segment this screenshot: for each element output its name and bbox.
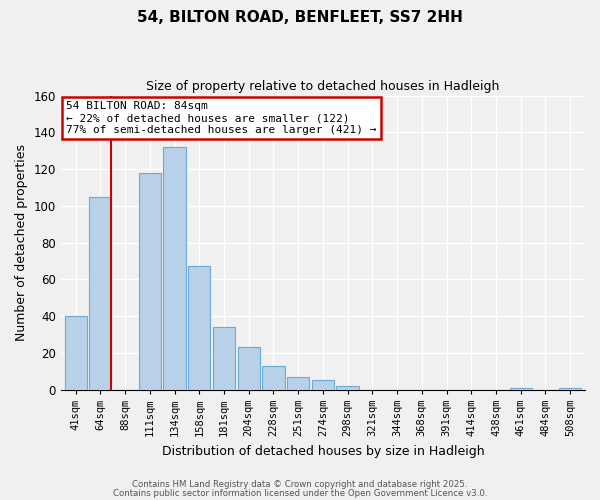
Bar [262, 366, 284, 390]
Text: 54, BILTON ROAD, BENFLEET, SS7 2HH: 54, BILTON ROAD, BENFLEET, SS7 2HH [137, 10, 463, 25]
Bar [337, 386, 359, 390]
Bar [65, 316, 87, 390]
Title: Size of property relative to detached houses in Hadleigh: Size of property relative to detached ho… [146, 80, 500, 93]
Bar [238, 348, 260, 390]
Bar [188, 266, 211, 390]
Text: Contains public sector information licensed under the Open Government Licence v3: Contains public sector information licen… [113, 488, 487, 498]
Y-axis label: Number of detached properties: Number of detached properties [15, 144, 28, 341]
Bar [312, 380, 334, 390]
Bar [213, 327, 235, 390]
X-axis label: Distribution of detached houses by size in Hadleigh: Distribution of detached houses by size … [161, 444, 484, 458]
Bar [139, 173, 161, 390]
Bar [559, 388, 581, 390]
Bar [287, 377, 309, 390]
Text: Contains HM Land Registry data © Crown copyright and database right 2025.: Contains HM Land Registry data © Crown c… [132, 480, 468, 489]
Bar [163, 147, 185, 390]
Text: 54 BILTON ROAD: 84sqm
← 22% of detached houses are smaller (122)
77% of semi-det: 54 BILTON ROAD: 84sqm ← 22% of detached … [66, 102, 377, 134]
Bar [89, 196, 112, 390]
Bar [509, 388, 532, 390]
